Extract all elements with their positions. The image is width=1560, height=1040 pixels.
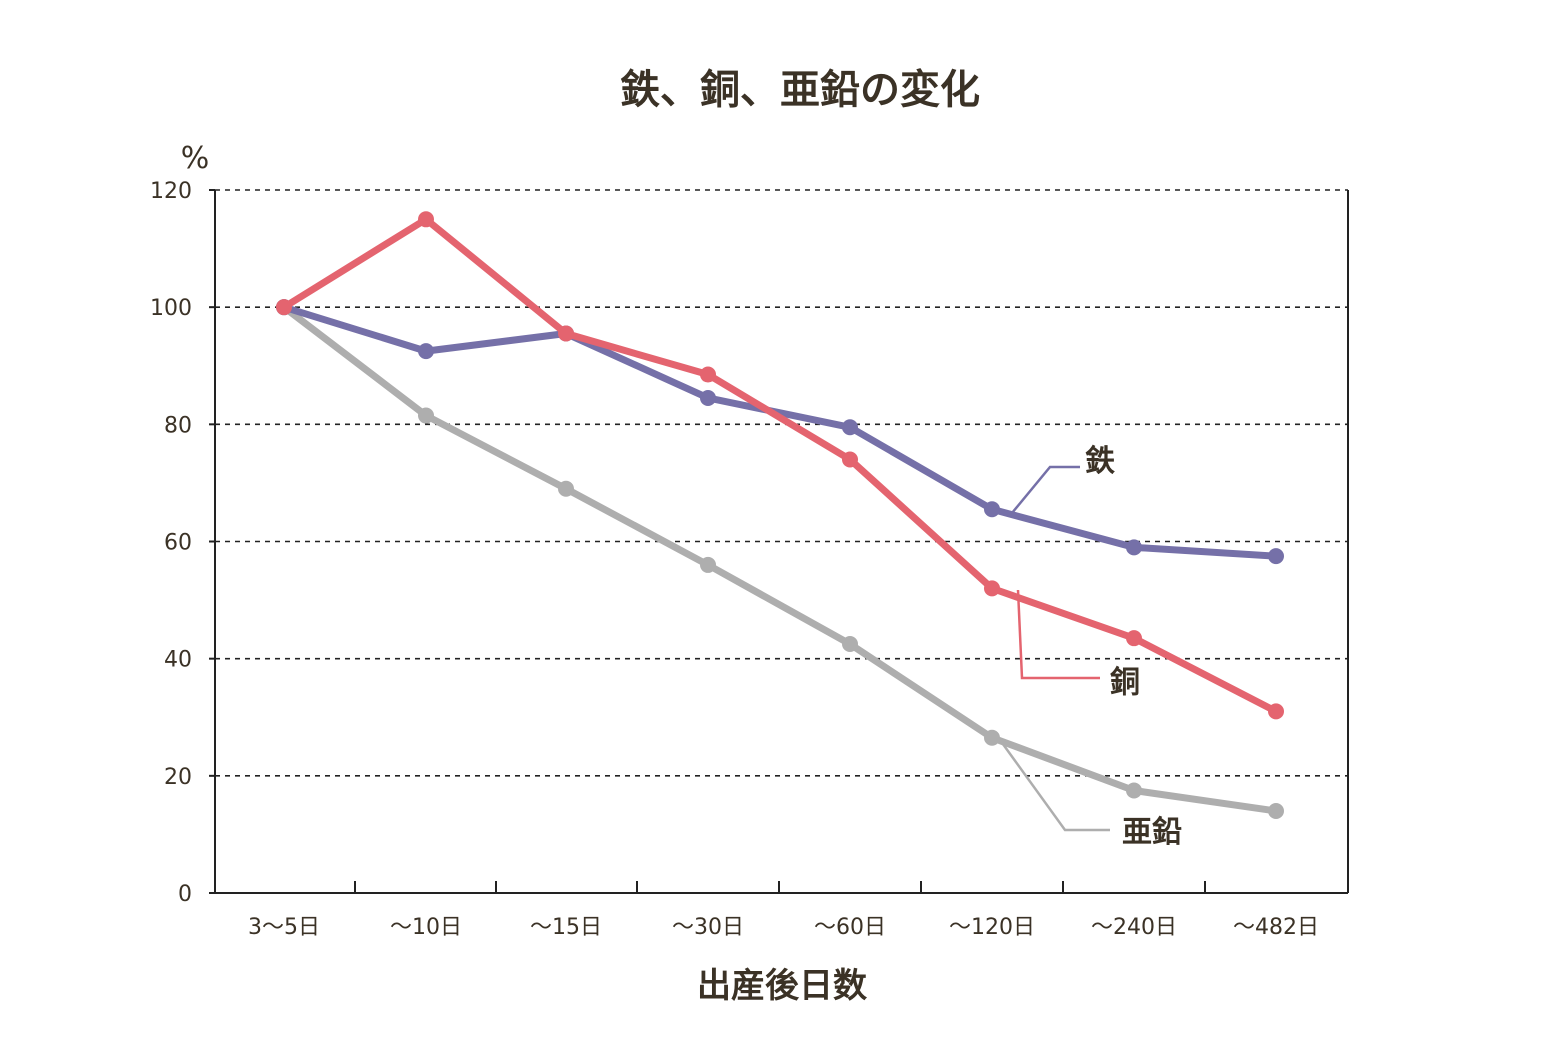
series-line xyxy=(280,215,1280,715)
data-point xyxy=(842,451,858,468)
series-0 xyxy=(276,299,1284,565)
data-point xyxy=(700,556,716,573)
data-point xyxy=(558,325,574,342)
data-point xyxy=(1126,630,1142,647)
series-label: 銅 xyxy=(1110,665,1140,700)
data-point xyxy=(842,419,858,436)
gridlines xyxy=(215,189,1348,777)
y-tick-label: 20 xyxy=(164,765,192,790)
y-tick-label: 120 xyxy=(150,179,192,204)
data-point xyxy=(984,580,1000,597)
data-point xyxy=(418,407,434,424)
data-point xyxy=(842,636,858,653)
data-point xyxy=(1268,548,1284,565)
data-point xyxy=(984,729,1000,746)
x-tick-label: 〜482日 xyxy=(1233,915,1319,940)
data-point xyxy=(1126,539,1142,556)
x-tick-label: 3〜5日 xyxy=(248,915,320,940)
data-point xyxy=(276,299,292,316)
x-axis-label: 出産後日数 xyxy=(697,966,867,1006)
x-tick-label: 〜10日 xyxy=(390,915,462,940)
axes xyxy=(209,189,1349,894)
series-label: 亜鉛 xyxy=(1122,815,1182,850)
chart-title: 鉄、銅、亜鉛の変化 xyxy=(620,67,980,113)
series-2 xyxy=(276,299,1284,819)
series-line xyxy=(280,303,1280,815)
x-tick-labels: 3〜5日 〜10日 〜15日 〜30日 〜60日 〜120日 〜240日 〜482日 xyxy=(248,915,1319,940)
y-tick-labels: 0 20 40 60 80 100 120 xyxy=(150,179,192,907)
data-point xyxy=(984,501,1000,518)
data-point xyxy=(1268,802,1284,819)
x-tick-label: 〜240日 xyxy=(1091,915,1177,940)
data-point xyxy=(1126,782,1142,799)
y-tick-label: 80 xyxy=(164,413,192,438)
data-point xyxy=(700,389,716,406)
series-label: 鉄 xyxy=(1085,444,1115,479)
y-tick-label: 60 xyxy=(164,531,192,556)
y-tick-label: 40 xyxy=(164,648,192,673)
data-point xyxy=(700,366,716,383)
series-layer xyxy=(276,211,1284,819)
data-point xyxy=(1268,703,1284,720)
y-tick-label: 100 xyxy=(150,296,192,321)
y-tick-label: 0 xyxy=(178,882,192,907)
x-tick-label: 〜60日 xyxy=(814,915,886,940)
series-line xyxy=(280,303,1280,560)
data-point xyxy=(418,343,434,360)
series-1 xyxy=(276,211,1284,720)
leader-line xyxy=(998,739,1110,832)
y-unit-label: % xyxy=(181,141,210,176)
leader-line xyxy=(1011,465,1080,514)
x-tick-label: 〜30日 xyxy=(672,915,744,940)
x-tick-label: 〜15日 xyxy=(530,915,602,940)
leader-line xyxy=(1016,589,1100,680)
x-tick-label: 〜120日 xyxy=(949,915,1035,940)
data-point xyxy=(558,480,574,497)
data-point xyxy=(418,211,434,228)
